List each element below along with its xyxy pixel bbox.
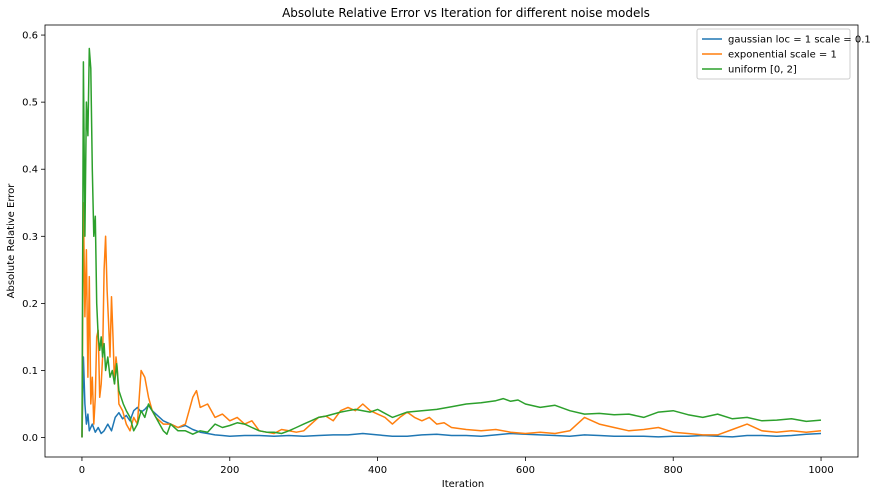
plot-area xyxy=(81,47,822,438)
x-tick-label: 1000 xyxy=(808,465,833,476)
x-tick-label: 600 xyxy=(516,465,535,476)
series-line-3 xyxy=(81,47,822,438)
x-tick-label: 400 xyxy=(368,465,387,476)
legend: gaussian loc = 1 scale = 0.1 exponential … xyxy=(696,28,871,80)
legend-label-3: uniform [0, 2] xyxy=(728,65,797,76)
y-axis-label: Absolute Relative Error xyxy=(6,183,17,299)
chart-title: Absolute Relative Error vs Iteration for… xyxy=(282,6,650,20)
legend-label-2: exponential scale = 1 xyxy=(728,50,837,61)
legend-label-1: gaussian loc = 1 scale = 0.1 xyxy=(728,35,871,46)
series-line-1 xyxy=(81,356,822,438)
x-tick-label: 800 xyxy=(664,465,683,476)
x-tick-label: 200 xyxy=(220,465,239,476)
x-axis-label: Iteration xyxy=(442,479,484,490)
y-tick-label: 0.6 xyxy=(22,31,38,42)
y-tick-label: 0.1 xyxy=(22,366,38,377)
y-tick-label: 0.4 xyxy=(22,165,38,176)
legend-box xyxy=(696,28,851,80)
y-tick-label: 0.5 xyxy=(22,98,38,109)
axes-frame xyxy=(44,24,859,458)
axes: 0 200 400 600 800 1000 0.0 0.1 0.2 0.3 0.4 0.5 0.6 xyxy=(22,24,859,476)
x-tick-label: 0 xyxy=(79,465,85,476)
y-tick-label: 0.2 xyxy=(22,299,38,310)
y-tick-label: 0.3 xyxy=(22,232,38,243)
y-tick-label: 0.0 xyxy=(22,433,38,444)
